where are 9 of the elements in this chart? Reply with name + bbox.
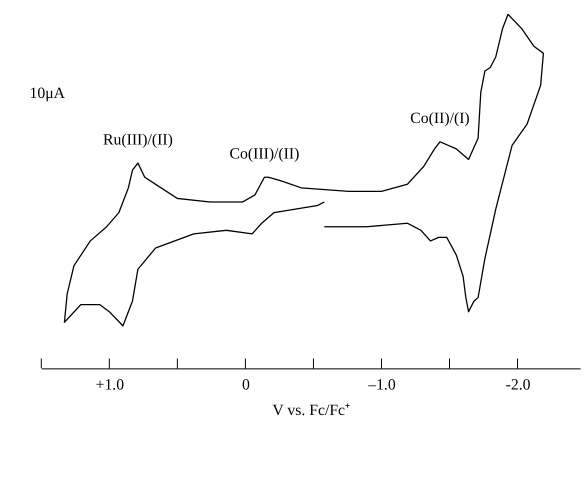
annotation: Ru(III)/(II) [102,131,173,148]
annotation: 10μA [30,84,66,102]
x-tick-label: -2.0 [506,376,531,394]
annotation: Co(II)/(I) [410,110,470,128]
x-tick-label: +1.0 [96,376,124,394]
x-axis-title: V vs. Fc/Fc⁺ [272,402,350,420]
x-tick-label: –1.0 [367,376,396,394]
annotation: Co(III)/(II) [230,146,300,163]
x-tick-label: 0 [242,376,250,394]
